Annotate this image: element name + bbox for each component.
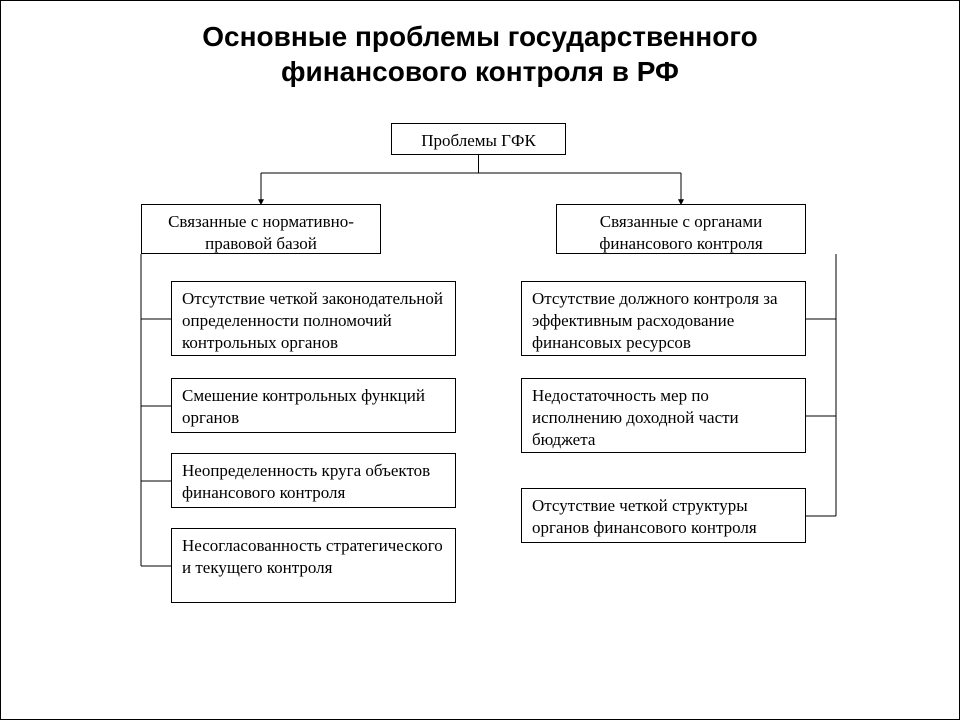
node-b2: Недостаточность мер по исполнению доходн… [521, 378, 806, 453]
node-a2: Смешение контрольных функций органов [171, 378, 456, 433]
node-a1: Отсутствие четкой законодательной опреде… [171, 281, 456, 356]
diagram-frame: Основные проблемы государственного финан… [0, 0, 960, 720]
node-root: Проблемы ГФК [391, 123, 566, 155]
node-a4: Несогласованность стратегического и теку… [171, 528, 456, 603]
connectors-layer [1, 1, 960, 721]
node-b3: Отсутствие четкой структуры органов фина… [521, 488, 806, 543]
node-catB: Связанные с органами финансового контрол… [556, 204, 806, 254]
node-a3: Неопределенность круга объектов финансов… [171, 453, 456, 508]
page-title: Основные проблемы государственного финан… [1, 19, 959, 89]
node-b1: Отсутствие должного контроля за эффектив… [521, 281, 806, 356]
node-catA: Связанные с нормативно-правовой базой [141, 204, 381, 254]
